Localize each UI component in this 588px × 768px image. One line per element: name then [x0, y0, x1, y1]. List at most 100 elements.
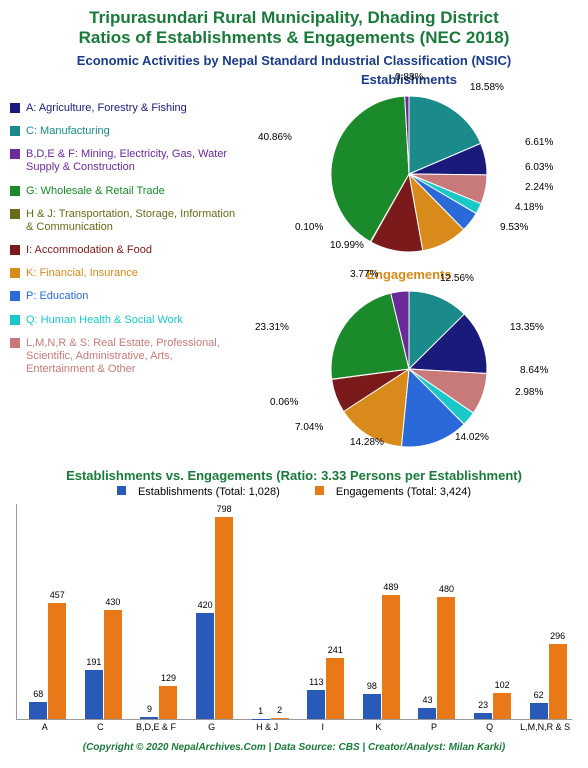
- bar-value: 68: [33, 689, 43, 699]
- legend-item: Q: Human Health & Social Work: [10, 314, 240, 327]
- legend-swatch: [10, 315, 20, 325]
- bar-value: 798: [217, 504, 232, 514]
- legend-label: L,M,N,R & S: Real Estate, Professional, …: [26, 337, 240, 377]
- pie-slice-label: 0.10%: [295, 222, 323, 233]
- legend-label: K: Financial, Insurance: [26, 267, 138, 280]
- bar-section: Establishments vs. Engagements (Ratio: 3…: [0, 468, 588, 720]
- bar-legend-eng: Engagements (Total: 3,424): [307, 486, 479, 498]
- legend-label: C: Manufacturing: [26, 125, 110, 138]
- legend-label: H & J: Transportation, Storage, Informat…: [26, 208, 240, 234]
- pie-slice-label: 12.56%: [440, 273, 474, 284]
- bar-value: 430: [105, 597, 120, 607]
- bar-est: 68: [29, 702, 47, 719]
- pie-slice-label: 2.24%: [525, 182, 553, 193]
- legend-item: H & J: Transportation, Storage, Informat…: [10, 208, 240, 234]
- pie-slice-label: 6.03%: [525, 162, 553, 173]
- pie-slice-label: 6.61%: [525, 137, 553, 148]
- bar-value: 43: [422, 695, 432, 705]
- bar-value: 296: [550, 631, 565, 641]
- legend-item: I: Accommodation & Food: [10, 244, 240, 257]
- legend-item: L,M,N,R & S: Real Estate, Professional, …: [10, 337, 240, 377]
- bar-value: 23: [478, 700, 488, 710]
- bar-value: 489: [383, 582, 398, 592]
- bar-eng: 129: [159, 686, 177, 719]
- bar-value: 420: [198, 600, 213, 610]
- pie-engagements-wrap: Engagements 3.77%12.56%13.35%8.64%2.98%1…: [240, 267, 578, 462]
- bar-group: 23 102: [468, 693, 518, 719]
- bar-group: 43 480: [412, 597, 462, 718]
- legend-swatch: [10, 186, 20, 196]
- chart-container: Tripurasundari Rural Municipality, Dhadi…: [0, 0, 588, 768]
- x-axis-label: Q: [460, 719, 520, 732]
- pie-engagements: [324, 284, 494, 454]
- bar-value: 98: [367, 681, 377, 691]
- bar-group: 9 129: [134, 686, 184, 719]
- bar-legend: Establishments (Total: 1,028) Engagement…: [10, 486, 578, 498]
- bar-value: 457: [50, 590, 65, 600]
- legend: A: Agriculture, Forestry & Fishing C: Man…: [10, 72, 240, 462]
- pie-slice-label: 18.58%: [470, 82, 504, 93]
- legend-label: G: Wholesale & Retail Trade: [26, 185, 165, 198]
- pie-slice-label: 23.31%: [255, 322, 289, 333]
- x-axis-label: H & J: [237, 719, 297, 732]
- pie-slice-label: 13.35%: [510, 322, 544, 333]
- legend-swatch: [10, 338, 20, 348]
- legend-item: B,D,E & F: Mining, Electricity, Gas, Wat…: [10, 148, 240, 174]
- legend-label: A: Agriculture, Forestry & Fishing: [26, 102, 187, 115]
- pie-slice-label: 3.77%: [350, 269, 378, 280]
- bar-chart: 68 457 A 191 430 C 9 129 B,D,E & F 420 7…: [16, 504, 572, 720]
- pie-slice-label: 0.88%: [395, 72, 423, 83]
- legend-label: B,D,E & F: Mining, Electricity, Gas, Wat…: [26, 148, 240, 174]
- bar-value: 113: [309, 677, 323, 687]
- bar-value: 1: [258, 706, 263, 716]
- pie-slice-label: 10.99%: [330, 240, 364, 251]
- subtitle: Economic Activities by Nepal Standard In…: [0, 53, 588, 68]
- bar-value: 241: [328, 645, 343, 655]
- legend-swatch: [10, 149, 20, 159]
- pie-slice-label: 9.53%: [500, 222, 528, 233]
- bar-value: 62: [534, 690, 544, 700]
- x-axis-label: G: [182, 719, 242, 732]
- bar-group: 68 457: [23, 603, 73, 719]
- footer-credit: (Copyright © 2020 NepalArchives.Com | Da…: [0, 742, 588, 753]
- bar-est: 43: [418, 708, 436, 719]
- bar-eng: 241: [326, 658, 344, 719]
- bar-est: 191: [85, 670, 103, 718]
- bar-eng: 798: [215, 517, 233, 719]
- bar-eng: 457: [48, 603, 66, 719]
- bar-est: 113: [307, 690, 325, 719]
- pie-slice-label: 14.28%: [350, 437, 384, 448]
- bar-est: 420: [196, 613, 214, 719]
- main-title: Tripurasundari Rural Municipality, Dhadi…: [0, 0, 588, 49]
- x-axis-label: K: [348, 719, 408, 732]
- bar-group: 113 241: [301, 658, 351, 719]
- legend-label: Q: Human Health & Social Work: [26, 314, 183, 327]
- x-axis-label: B,D,E & F: [126, 719, 186, 732]
- pie-slice-label: 40.86%: [258, 132, 292, 143]
- legend-item: K: Financial, Insurance: [10, 267, 240, 280]
- legend-swatch: [10, 103, 20, 113]
- bar-value: 191: [86, 657, 101, 667]
- bar-est: 98: [363, 694, 381, 719]
- legend-item: C: Manufacturing: [10, 125, 240, 138]
- legend-item: A: Agriculture, Forestry & Fishing: [10, 102, 240, 115]
- pie-establishments-wrap: Establishments 0.88%18.58%6.61%6.03%2.24…: [240, 72, 578, 267]
- pie-slice-label: 0.06%: [270, 397, 298, 408]
- bar-eng: 102: [493, 693, 511, 719]
- x-axis-label: P: [404, 719, 464, 732]
- legend-label: P: Education: [26, 290, 88, 303]
- x-axis-label: A: [15, 719, 75, 732]
- bar-eng: 430: [104, 610, 122, 719]
- pie-slice-label: 14.02%: [455, 432, 489, 443]
- bar-value: 2: [277, 705, 282, 715]
- bar-eng: 480: [437, 597, 455, 718]
- bar-eng: 489: [382, 595, 400, 719]
- bar-group: 62 296: [523, 644, 573, 719]
- bar-chart-title: Establishments vs. Engagements (Ratio: 3…: [10, 468, 578, 483]
- bar-est: 62: [530, 703, 548, 719]
- legend-swatch: [10, 126, 20, 136]
- bar-value: 9: [147, 704, 152, 714]
- legend-swatch: [10, 209, 20, 219]
- legend-swatch: [10, 268, 20, 278]
- bar-value: 129: [161, 673, 176, 683]
